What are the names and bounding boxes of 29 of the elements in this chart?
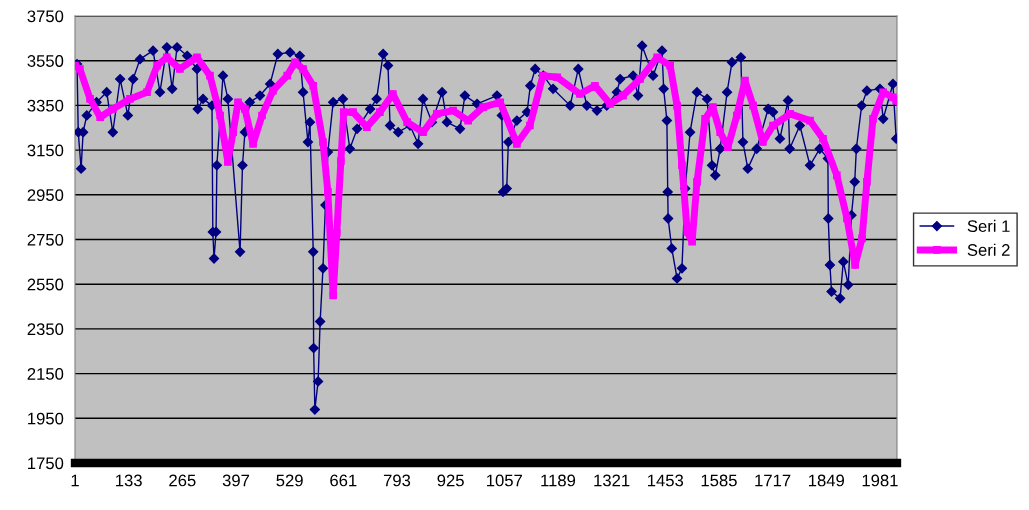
x-tick-label: 1453 (648, 474, 684, 487)
y-tick-label: 2750 (27, 233, 64, 246)
x-tick-label: 529 (276, 474, 303, 487)
x-tick-label: 1585 (701, 474, 737, 487)
y-tick-label: 3750 (27, 10, 64, 23)
x-tick-label: 1321 (594, 474, 630, 487)
x-tick-label: 1849 (809, 474, 845, 487)
y-tick-label: 2150 (27, 368, 64, 380)
x-tick-label: 1717 (755, 474, 791, 487)
x-tick-label: 265 (169, 474, 196, 487)
y-tick-label: 1950 (28, 412, 64, 425)
legend-label: Seri 2 (967, 243, 1010, 256)
x-tick-label: 661 (330, 474, 357, 487)
x-tick-label: 925 (437, 474, 464, 487)
y-tick-label: 2550 (27, 278, 64, 291)
x-tick-label: 1057 (487, 474, 522, 487)
y-tick-label: 3150 (27, 144, 64, 157)
y-tick-label: 1750 (28, 457, 64, 470)
y-tick-label: 3550 (27, 55, 64, 67)
x-tick-label: 397 (222, 474, 250, 487)
x-tick-label: 1 (71, 474, 79, 487)
y-tick-label: 2350 (27, 323, 64, 336)
y-tick-label: 3350 (27, 99, 64, 112)
x-tick-label: 793 (383, 474, 411, 487)
y-tick-label: 2950 (27, 189, 64, 201)
x-tick-label: 133 (116, 474, 142, 487)
x-tick-label: 1981 (862, 474, 898, 487)
legend-label: Seri 1 (967, 219, 1010, 233)
x-tick-label: 1189 (541, 474, 576, 487)
